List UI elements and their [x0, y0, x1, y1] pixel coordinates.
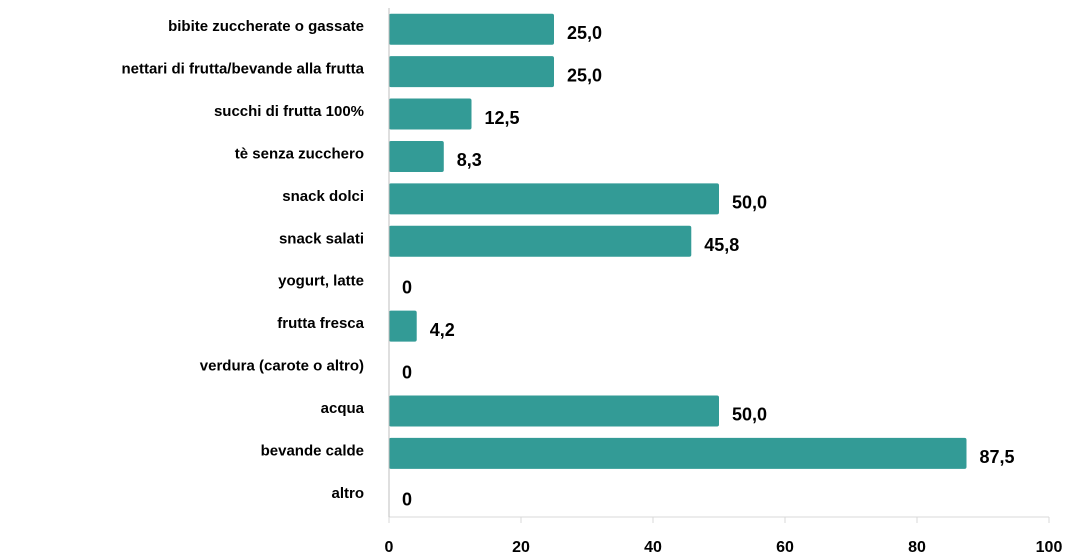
value-label: 50,0 [732, 193, 767, 213]
x-tick-label: 40 [644, 539, 662, 556]
y-tick-label: tè senza zucchero [235, 145, 364, 162]
x-tick-label: 60 [776, 539, 794, 556]
value-label: 50,0 [732, 405, 767, 425]
value-label: 8,3 [457, 150, 482, 170]
y-tick-label: snack dolci [282, 188, 364, 205]
y-tick-label: bevande calde [261, 442, 364, 459]
y-tick-label: succhi di frutta 100% [214, 103, 364, 120]
x-tick-label: 0 [385, 539, 394, 556]
value-label: 0 [402, 362, 412, 382]
value-label: 25,0 [567, 23, 602, 43]
y-tick-label: nettari di frutta/bevande alla frutta [121, 61, 364, 78]
y-tick-label: frutta fresca [277, 315, 364, 332]
bar [389, 437, 967, 469]
value-label: 87,5 [980, 447, 1015, 467]
value-label: 0 [402, 277, 412, 297]
bar [389, 56, 554, 88]
value-label: 45,8 [704, 235, 739, 255]
y-tick-label: yogurt, latte [278, 273, 364, 290]
x-tick-label: 20 [512, 539, 530, 556]
value-label: 25,0 [567, 65, 602, 85]
bar [389, 183, 719, 215]
bar [389, 310, 417, 342]
bar [389, 13, 554, 45]
y-tick-label: bibite zuccherate o gassate [168, 18, 364, 35]
value-label: 4,2 [430, 320, 455, 340]
bar [389, 140, 444, 172]
bar [389, 225, 692, 257]
x-tick-label: 100 [1036, 539, 1063, 556]
y-tick-label: acqua [321, 400, 365, 417]
bar [389, 395, 719, 427]
bar [389, 98, 472, 130]
value-label: 12,5 [485, 108, 520, 128]
x-tick-label: 80 [908, 539, 926, 556]
y-tick-label: snack salati [279, 230, 364, 247]
y-tick-label: verdura (carote o altro) [200, 358, 364, 375]
y-tick-label: altro [331, 485, 364, 502]
value-label: 0 [402, 490, 412, 510]
